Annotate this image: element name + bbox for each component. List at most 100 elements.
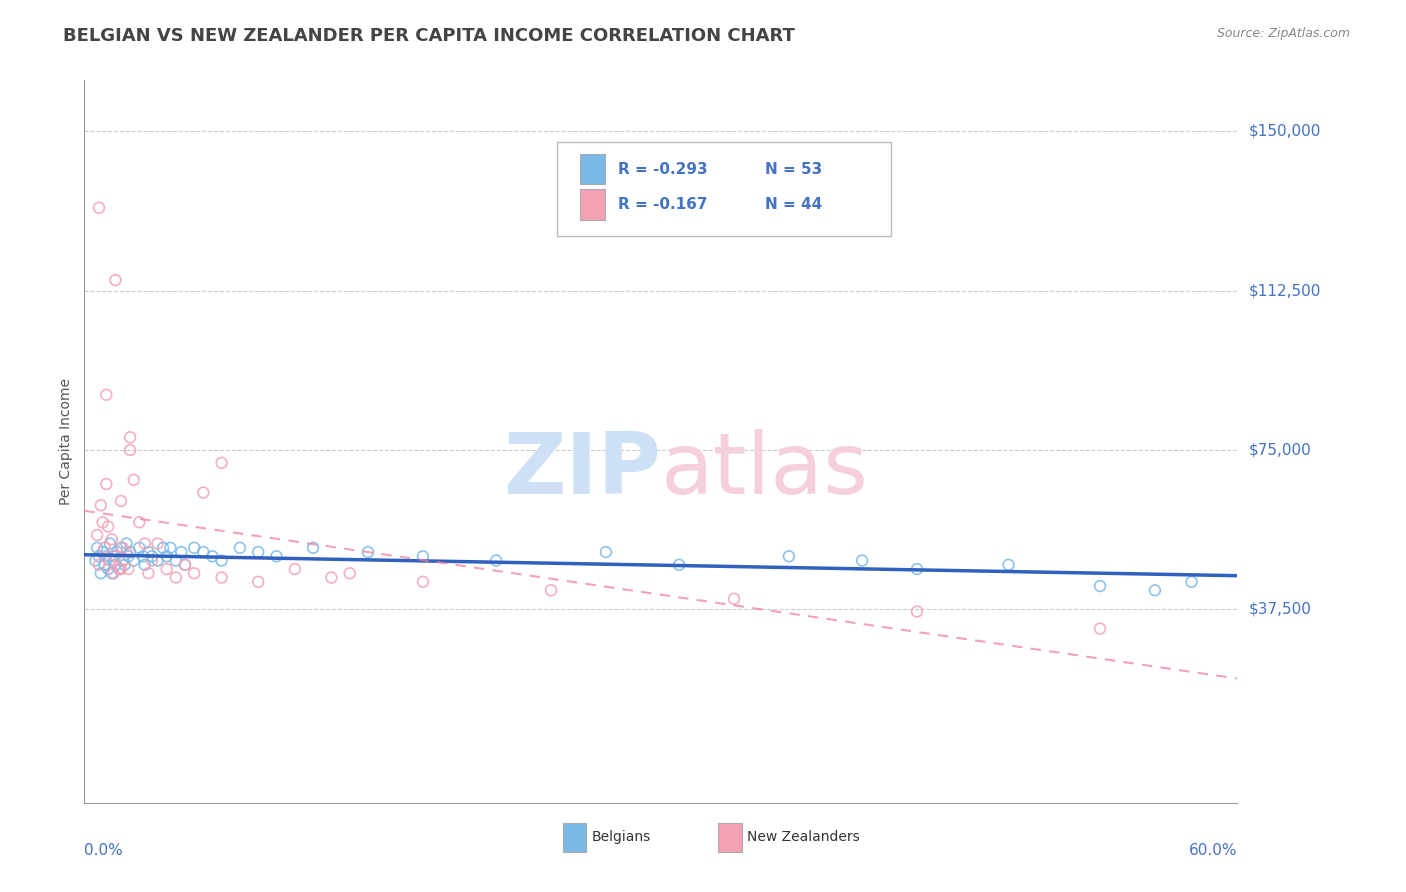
Point [84,553,107,567]
Point [98,553,121,567]
Point [117,549,139,564]
Point [229,541,252,555]
Point [115,545,138,559]
Point [120,443,142,458]
Point [138,566,160,581]
Point [128,541,150,555]
Point [668,558,690,572]
Text: atlas: atlas [661,429,869,512]
Text: N = 53: N = 53 [765,161,823,177]
Point [87,201,110,215]
Point [540,583,562,598]
Point [851,553,873,567]
Point [86,528,108,542]
Point [193,485,215,500]
Point [146,536,169,550]
Point [108,562,131,576]
Point [146,553,169,567]
Text: Source: ZipAtlas.com: Source: ZipAtlas.com [1216,27,1350,40]
Point [134,536,156,550]
Point [412,574,434,589]
Point [156,562,179,576]
Point [302,541,325,555]
Point [141,549,163,564]
Point [1088,622,1111,636]
Point [120,430,142,444]
Point [86,541,108,555]
Point [101,566,124,581]
Text: $112,500: $112,500 [1249,283,1320,298]
Point [93,541,115,555]
Point [104,549,127,564]
Point [905,605,928,619]
Point [114,558,136,572]
Point [156,549,179,564]
Point [96,549,118,564]
Point [90,566,112,581]
Point [138,545,160,559]
Point [104,558,127,572]
Point [128,516,150,530]
Point [111,553,134,567]
FancyBboxPatch shape [581,154,606,185]
Point [247,574,270,589]
Point [110,541,132,555]
Point [103,549,125,564]
FancyBboxPatch shape [562,823,586,852]
Point [165,553,187,567]
Point [778,549,800,564]
Point [104,273,127,287]
Point [110,562,132,576]
Point [997,558,1019,572]
Point [595,545,617,559]
Point [211,553,233,567]
Point [141,553,163,567]
Point [115,536,138,550]
Point [87,549,110,564]
Point [201,549,224,564]
Y-axis label: Per Capita Income: Per Capita Income [59,378,73,505]
Point [103,566,125,581]
Point [170,545,193,559]
FancyBboxPatch shape [557,142,891,235]
FancyBboxPatch shape [581,189,606,219]
Point [105,545,128,559]
Point [723,591,745,606]
Text: $37,500: $37,500 [1249,602,1312,617]
Point [247,545,270,559]
Text: $150,000: $150,000 [1249,124,1320,139]
Point [284,562,307,576]
Point [91,545,114,559]
Point [111,541,134,555]
Text: N = 44: N = 44 [765,197,823,212]
Point [165,570,187,584]
Point [211,570,233,584]
Point [174,558,197,572]
Point [97,519,120,533]
Point [96,388,118,402]
Point [108,562,131,576]
Point [122,553,145,567]
Text: New Zealanders: New Zealanders [748,830,860,845]
Text: $75,000: $75,000 [1249,442,1312,458]
Point [183,541,205,555]
Point [87,558,110,572]
Text: BELGIAN VS NEW ZEALANDER PER CAPITA INCOME CORRELATION CHART: BELGIAN VS NEW ZEALANDER PER CAPITA INCO… [63,27,796,45]
Point [97,562,120,576]
Point [412,549,434,564]
Text: R = -0.293: R = -0.293 [619,161,707,177]
Point [357,545,380,559]
Point [101,533,124,547]
FancyBboxPatch shape [718,823,741,852]
Text: Belgians: Belgians [592,830,651,845]
Point [321,570,343,584]
Point [1180,574,1202,589]
Point [110,494,132,508]
Point [1088,579,1111,593]
Text: R = -0.167: R = -0.167 [619,197,707,212]
Point [339,566,361,581]
Point [152,541,174,555]
Point [91,516,114,530]
Point [120,545,142,559]
Point [122,473,145,487]
